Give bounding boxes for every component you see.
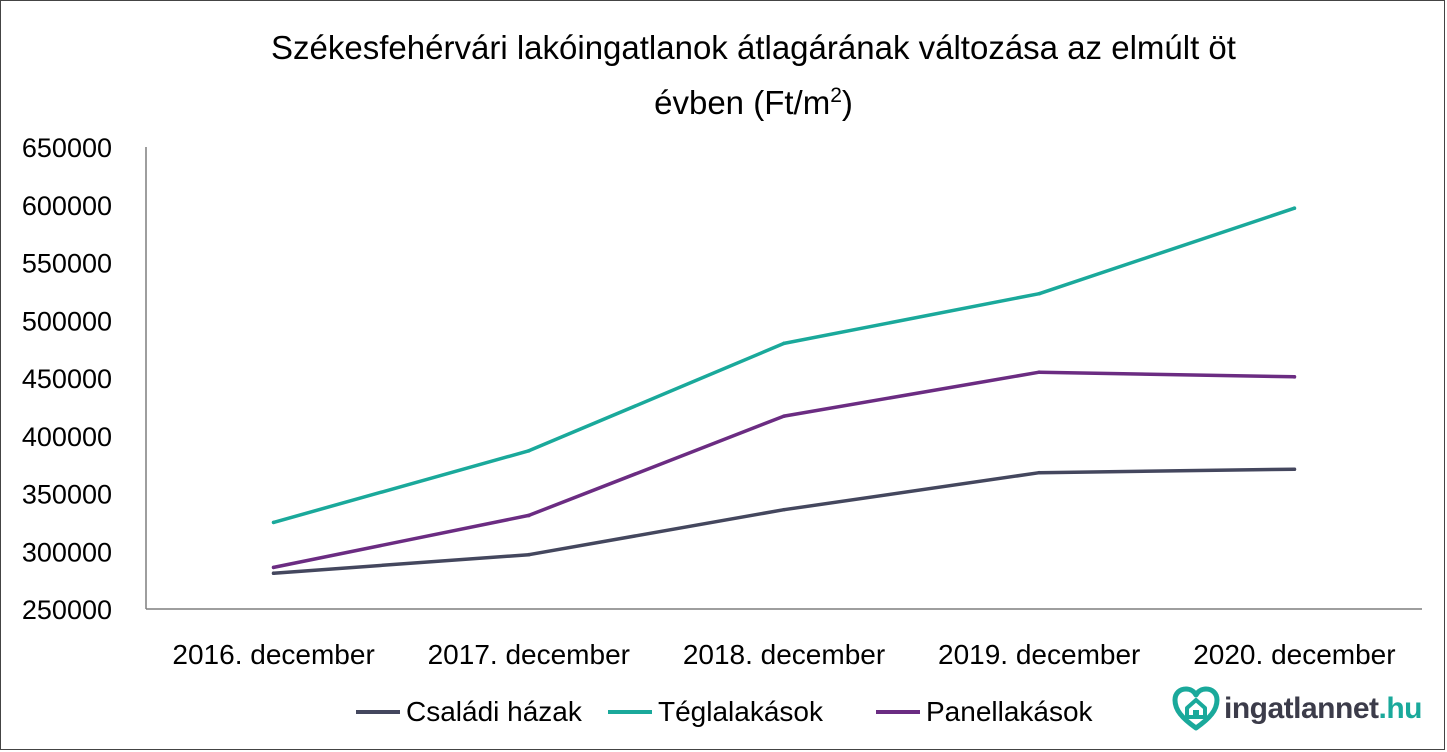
legend-label-teglalakasok: Téglalakások <box>658 696 823 727</box>
y-axis: 650000 600000 550000 500000 450000 400000 3500… <box>22 133 147 625</box>
y-tick-label: 500000 <box>22 306 112 336</box>
data-point-series-0 <box>527 552 531 557</box>
x-axis: 2016. december 2017. december 2018. decemb… <box>146 608 1422 670</box>
data-point-series-2 <box>782 414 786 418</box>
data-point-series-2 <box>527 513 531 518</box>
legend-item-panellakasok: Panellakások <box>876 690 1093 734</box>
chart-title-end: ) <box>841 84 853 121</box>
data-point-series-1 <box>527 448 531 453</box>
x-tick-label: 2016. december <box>172 639 374 670</box>
y-tick-label: 250000 <box>22 595 112 625</box>
data-point-series-2 <box>1037 370 1041 375</box>
line-chart: 650000 600000 550000 500000 450000 400000 3500… <box>22 133 1422 670</box>
legend-label-panellakasok: Panellakások <box>926 696 1093 727</box>
chart-title: Székesfehérvári lakóingatlanok átlagárán… <box>0 24 1447 127</box>
data-point-series-2 <box>1292 375 1297 379</box>
x-tick-label: 2017. december <box>428 639 630 670</box>
legend: Családi házak Téglalakások Panellakások <box>0 690 1447 734</box>
y-tick-label: 650000 <box>22 133 112 163</box>
y-tick-label: 350000 <box>22 480 112 510</box>
data-point-series-1 <box>271 520 276 525</box>
data-point-series-1 <box>1292 206 1297 211</box>
legend-item-teglalakasok: Téglalakások <box>608 690 823 734</box>
series-line-0 <box>271 467 1297 575</box>
series-layer <box>271 206 1297 575</box>
data-point-series-1 <box>782 341 786 346</box>
heart-house-icon <box>1172 686 1220 731</box>
x-tick-label: 2019. december <box>938 639 1140 670</box>
legend-swatch-teglalakasok <box>608 710 652 714</box>
data-point-series-0 <box>271 571 276 575</box>
data-point-series-0 <box>1037 470 1041 475</box>
y-tick-label: 300000 <box>22 537 112 567</box>
x-tick-label: 2020. december <box>1193 639 1395 670</box>
y-tick-label: 400000 <box>22 422 112 452</box>
y-tick-label: 600000 <box>22 191 112 221</box>
chart-title-line1: Székesfehérvári lakóingatlanok átlagárán… <box>271 29 1236 66</box>
chart-title-text: évben (Ft/m <box>654 84 831 121</box>
data-point-series-0 <box>782 507 786 512</box>
ingatlannet-logo: ingatlannet.hu <box>1172 684 1423 734</box>
y-tick-label: 550000 <box>22 249 112 279</box>
logo-text: ingatlannet.hu <box>1224 692 1423 726</box>
data-point-series-2 <box>271 565 276 570</box>
legend-swatch-csaladi-hazak <box>356 710 400 714</box>
chart-title-line2: évben (Ft/m2) <box>0 72 1447 127</box>
logo-tld: .hu <box>1378 692 1423 725</box>
chart-title-superscript: 2 <box>830 84 842 107</box>
legend-swatch-panellakasok <box>876 710 920 714</box>
series-line-1 <box>271 206 1297 525</box>
y-tick-label: 450000 <box>22 364 112 394</box>
data-point-series-0 <box>1292 467 1297 472</box>
legend-item-csaladi-hazak: Családi házak <box>356 690 582 734</box>
data-point-series-1 <box>1037 291 1041 296</box>
legend-label-csaladi-hazak: Családi házak <box>406 696 582 727</box>
x-tick-label: 2018. december <box>683 639 885 670</box>
logo-name: ingatlannet <box>1224 692 1379 725</box>
